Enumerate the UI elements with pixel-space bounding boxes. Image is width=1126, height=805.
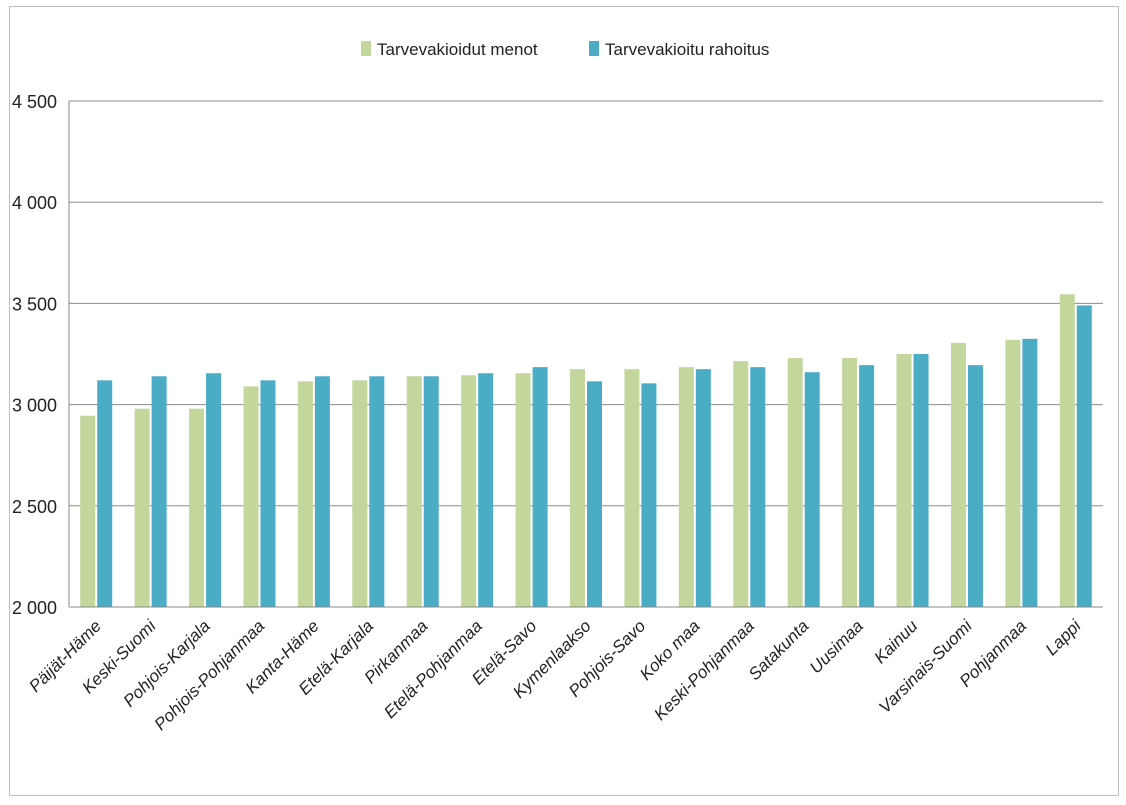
bars <box>80 294 1092 607</box>
bar <box>134 408 150 607</box>
bar <box>461 375 477 607</box>
bar <box>695 369 711 607</box>
bar <box>1005 339 1021 607</box>
bar <box>352 380 368 607</box>
bar <box>406 376 422 607</box>
bar <box>369 376 385 607</box>
bar <box>423 376 439 607</box>
bar <box>1022 338 1038 607</box>
bar <box>260 380 276 607</box>
bar <box>913 354 929 607</box>
bar <box>478 373 494 607</box>
x-tick-label: Kainuu <box>870 616 921 667</box>
bar <box>80 415 96 607</box>
bar <box>950 342 966 607</box>
bar <box>297 381 313 607</box>
y-tick-label: 2 500 <box>12 497 57 517</box>
bar <box>189 408 205 607</box>
y-tick-label: 3 500 <box>12 294 57 314</box>
bar <box>97 380 113 607</box>
bar <box>515 373 531 607</box>
legend-swatch-menot <box>361 41 371 56</box>
gridlines <box>69 100 1103 507</box>
legend-label-rahoitus: Tarvevakioitu rahoitus <box>605 40 769 59</box>
x-tick-label: Etelä-Pohjanmaa <box>380 616 486 722</box>
x-tick-label: Satakunta <box>745 616 813 684</box>
bar <box>151 376 167 607</box>
bar <box>314 376 330 607</box>
bar <box>896 354 912 607</box>
bar <box>804 372 820 607</box>
bar <box>624 369 640 607</box>
x-tick-label: Lappi <box>1042 616 1086 660</box>
bar <box>532 367 548 607</box>
bar <box>859 365 875 607</box>
x-tick-label: Keski-Pohjanmaa <box>650 616 758 724</box>
bar <box>243 386 259 607</box>
legend-swatch-rahoitus <box>589 41 599 56</box>
legend-label-menot: Tarvevakioidut menot <box>377 40 538 59</box>
bar <box>206 373 222 607</box>
legend: Tarvevakioidut menot Tarvevakioitu rahoi… <box>361 40 769 59</box>
bar <box>842 358 858 607</box>
y-tick-label: 4 000 <box>12 193 57 213</box>
bar <box>967 365 983 607</box>
bar <box>750 367 766 607</box>
bar <box>641 383 657 607</box>
bar <box>678 367 694 607</box>
y-tick-labels: 2 000 2 500 3 000 3 500 4 000 4 500 <box>12 92 57 618</box>
y-tick-label: 4 500 <box>12 92 57 112</box>
axes <box>68 101 1103 608</box>
x-tick-label: Varsinais-Suomi <box>875 616 976 717</box>
bar <box>570 369 585 607</box>
bar <box>787 358 803 607</box>
chart-frame <box>9 6 1119 796</box>
y-tick-label: 3 000 <box>12 396 57 416</box>
x-tick-labels: Päijät-HämeKeski-SuomiPohjois-KarjalaPoh… <box>25 616 1085 735</box>
y-tick-label: 2 000 <box>12 598 57 618</box>
bar <box>1059 294 1075 607</box>
bar <box>733 361 749 607</box>
bar <box>1076 305 1092 607</box>
x-tick-label: Uusimaa <box>806 616 867 677</box>
bar <box>587 381 602 607</box>
